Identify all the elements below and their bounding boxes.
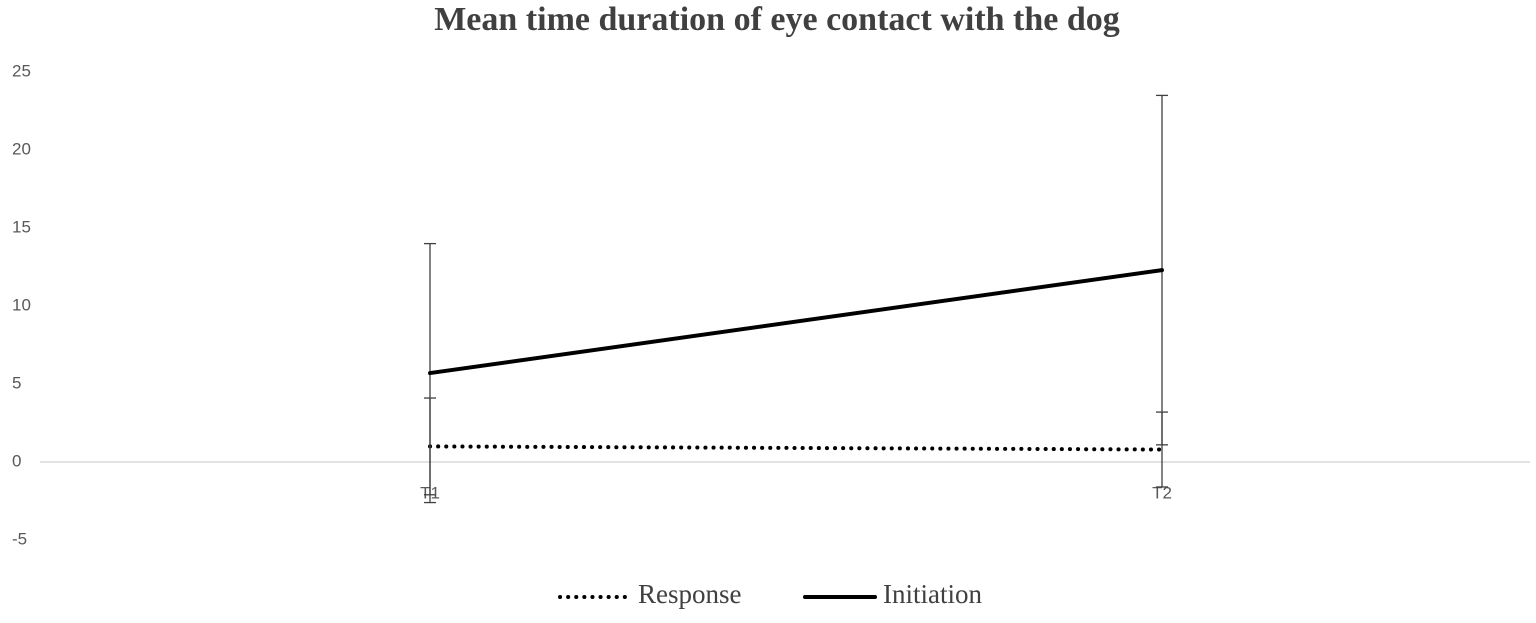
chart-title: Mean time duration of eye contact with t… <box>434 1 1120 38</box>
y-tick-label: 20 <box>12 139 31 158</box>
y-tick-label: 5 <box>12 373 21 392</box>
y-tick-label: 10 <box>12 295 31 314</box>
x-tick-label: T2 <box>1152 483 1172 502</box>
y-tick-label: 25 <box>12 61 31 80</box>
y-tick-label: -5 <box>12 529 27 548</box>
y-tick-label: 0 <box>12 451 21 470</box>
legend-label: Initiation <box>883 579 982 609</box>
legend-label: Response <box>638 579 742 609</box>
y-tick-label: 15 <box>12 217 31 236</box>
series-line <box>428 444 1164 452</box>
series-line <box>428 268 1164 376</box>
